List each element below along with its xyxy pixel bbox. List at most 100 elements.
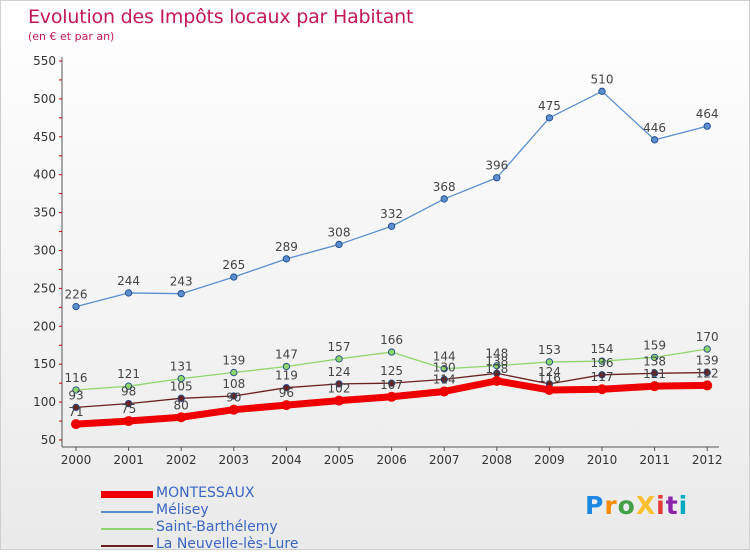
series-2 (72, 345, 711, 394)
data-point (703, 345, 711, 353)
data-label: 153 (538, 343, 561, 357)
data-label: 243 (170, 275, 193, 289)
data-point (124, 399, 133, 408)
data-point (650, 369, 659, 377)
data-point (124, 289, 133, 297)
data-label: 80 (174, 398, 189, 412)
data-point (334, 395, 344, 406)
data-label: 154 (591, 342, 614, 356)
data-label: 71 (68, 405, 83, 419)
x-tick-label: 2008 (482, 453, 513, 467)
proxiti-logo: ProXiti (585, 491, 688, 520)
x-tick-label: 2009 (534, 453, 565, 467)
data-label: 166 (380, 333, 403, 347)
data-label: 114 (433, 372, 456, 386)
x-tick-label: 2001 (113, 453, 144, 467)
legend-item: La Neuvelle-lès-Lure (101, 536, 361, 554)
legend-label: Mélisey (156, 502, 209, 518)
data-point (72, 403, 80, 412)
y-tick-label: 100 (33, 395, 56, 409)
data-point (387, 222, 396, 230)
data-label: 226 (65, 288, 88, 302)
data-label: 108 (222, 377, 245, 391)
legend-swatch (101, 528, 153, 530)
data-label: 116 (65, 371, 88, 385)
x-tick-label: 2000 (61, 453, 92, 467)
y-tick-label: 250 (33, 281, 56, 295)
series-layer (71, 87, 713, 430)
data-point (387, 379, 396, 387)
data-label: 446 (643, 121, 666, 135)
data-point (71, 419, 81, 430)
legend-swatch (101, 491, 153, 498)
data-label: 122 (696, 366, 719, 380)
chart-title: Evolution des Impôts locaux par Habitant (28, 6, 414, 28)
data-point (597, 384, 607, 395)
data-point (650, 136, 659, 144)
data-point (230, 273, 238, 281)
data-label: 121 (643, 367, 666, 381)
data-label: 139 (696, 354, 719, 368)
data-label: 124 (328, 365, 351, 379)
data-label: 475 (538, 99, 561, 113)
data-label: 124 (538, 365, 561, 379)
data-point (177, 374, 185, 383)
data-point (440, 375, 448, 384)
y-tick-label: 450 (33, 130, 56, 144)
data-point (335, 240, 343, 249)
logo-letter: t (665, 491, 679, 520)
data-point (703, 122, 711, 130)
data-point (649, 381, 660, 392)
legend: MONTESSAUX Mélisey Saint-Barthélemy La Neuv… (101, 485, 361, 554)
data-label: 130 (433, 360, 456, 374)
data-point (177, 394, 185, 402)
legend-item: Mélisey (101, 502, 361, 520)
logo-letter: i (678, 491, 689, 520)
data-point (703, 368, 711, 377)
data-label: 125 (380, 364, 403, 378)
data-point (281, 400, 292, 411)
data-point (544, 384, 555, 395)
data-label: 131 (170, 360, 193, 374)
logo-letter: i (656, 491, 666, 520)
y-tick-label: 150 (33, 357, 56, 371)
data-point (282, 384, 291, 392)
data-label: 308 (328, 225, 351, 239)
data-label: 368 (433, 180, 456, 194)
data-label: 90 (226, 391, 241, 405)
data-label: 93 (68, 388, 83, 402)
data-label: 144 (433, 350, 456, 364)
data-point (598, 357, 606, 365)
legend-label: La Neuvelle-lès-Lure (156, 536, 299, 552)
data-point (176, 412, 187, 423)
data-point (440, 195, 448, 203)
data-point (545, 358, 554, 366)
chart-subtitle: (en € et par an) (28, 30, 115, 43)
data-point (177, 290, 185, 298)
data-label: 148 (485, 347, 508, 361)
data-point (702, 380, 713, 391)
x-tick-label: 2010 (587, 453, 618, 467)
y-tick-label: 550 (33, 54, 56, 68)
data-label: 464 (696, 107, 719, 121)
y-tick-label: 50 (41, 433, 56, 447)
series-0 (71, 375, 713, 430)
data-label: 332 (380, 207, 403, 221)
series-3 (72, 368, 711, 412)
x-tick-label: 2006 (376, 453, 407, 467)
data-label: 289 (275, 240, 298, 254)
data-point (72, 386, 80, 394)
x-tick-label: 2007 (429, 453, 460, 467)
data-point (650, 353, 659, 362)
data-label: 138 (643, 354, 666, 368)
data-point (598, 87, 606, 95)
data-label: 170 (696, 330, 719, 344)
data-point (335, 355, 343, 363)
data-label: 265 (222, 258, 245, 272)
data-label: 102 (328, 382, 351, 396)
data-label: 98 (121, 385, 136, 399)
data-point (493, 362, 501, 370)
x-tick-label: 2004 (271, 453, 302, 467)
